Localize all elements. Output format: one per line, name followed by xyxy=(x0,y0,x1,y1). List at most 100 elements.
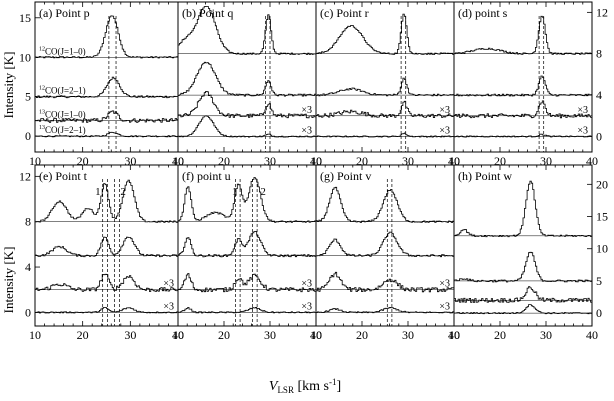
line-label: 12CO(J=1–0) xyxy=(39,46,86,56)
y-tick-label: 15 xyxy=(19,11,31,25)
x-tick-label: 10 xyxy=(172,328,184,342)
y-tick-label-right: 0 xyxy=(596,306,602,320)
scale-factor-label: ×3 xyxy=(301,105,312,116)
x-axis-title-close: ] xyxy=(336,379,341,394)
y-tick-label-right: 12 xyxy=(596,5,608,19)
component-label: 2 xyxy=(120,186,126,198)
spectrum-line xyxy=(454,286,593,303)
x-tick-label: 30 xyxy=(540,328,552,342)
scale-factor-label: ×3 xyxy=(163,279,174,290)
x-tick-label: 30 xyxy=(124,328,136,342)
component-label: 2 xyxy=(260,186,266,198)
panel-frame xyxy=(453,1,593,153)
spectrum-line xyxy=(454,180,593,238)
spectrum-line xyxy=(178,115,317,138)
panel-label: (d) point s xyxy=(458,6,508,20)
spectrum-line xyxy=(178,177,317,223)
spectrum-line xyxy=(178,231,317,258)
y-tick-label: 10 xyxy=(19,50,31,64)
panel-7: 10 20 30 40 0 5 10 15 20 (h) Point w xyxy=(448,164,608,342)
spectrum-line xyxy=(35,110,179,123)
spectrum-line xyxy=(35,179,179,223)
spectrum-line xyxy=(35,273,179,292)
x-tick-label: 20 xyxy=(356,328,368,342)
y-tick-label: 12 xyxy=(19,169,31,183)
x-tick-label: 40 xyxy=(310,328,322,342)
spectrum-line xyxy=(35,236,179,258)
x-tick-label: 10 xyxy=(310,328,322,342)
y-tick-label-right: 10 xyxy=(596,242,608,256)
panel-label: (f) point u xyxy=(182,169,231,183)
line-label: 12CO(J=2–1) xyxy=(39,86,86,96)
spectrum-line xyxy=(454,304,593,315)
component-label: 1 xyxy=(232,186,238,198)
x-tick-label: 30 xyxy=(402,328,414,342)
line-label: 13CO(J=1–0) xyxy=(39,109,86,119)
panel-frame xyxy=(177,164,317,327)
isotope-label: 12 xyxy=(39,46,45,52)
spectrum-line xyxy=(35,307,179,314)
x-tick-label: 40 xyxy=(586,328,598,342)
panel-frame xyxy=(453,164,593,327)
line-label: 13CO(J=2–1) xyxy=(39,125,86,135)
x-tick-label: 40 xyxy=(448,328,460,342)
scale-factor-label: ×3 xyxy=(163,301,174,312)
x-axis-title: VLSR [km s-1] xyxy=(269,377,341,395)
spectrum-line xyxy=(178,6,317,55)
transition-label: CO(J=2–1) xyxy=(45,86,86,96)
x-tick-label: 20 xyxy=(494,328,506,342)
panel-2: 10 20 30 40(c) Point r×3×3 xyxy=(310,1,460,168)
scale-factor-label: ×3 xyxy=(301,301,312,312)
spectrum-line xyxy=(35,76,179,99)
x-tick-label: 30 xyxy=(264,328,276,342)
y-tick-label-right: 4 xyxy=(596,88,602,102)
spectrum-line xyxy=(454,15,593,55)
isotope-label: 12 xyxy=(39,86,45,92)
transition-label: CO(J=1–0) xyxy=(45,46,86,56)
panel-5: 10 20 30 40 (f) point u1 2 ×3 ×3 xyxy=(172,164,322,342)
panel-label: (c) Point r xyxy=(320,6,369,20)
isotope-label: 13 xyxy=(39,125,45,131)
spectrum-line xyxy=(454,251,593,283)
x-tick-label: 20 xyxy=(77,328,89,342)
spectrum-line xyxy=(35,15,179,59)
spectrum-line xyxy=(316,271,455,293)
spectrum-line xyxy=(178,273,317,293)
panel-label: (h) Point w xyxy=(458,169,512,183)
y-tick-label: 5 xyxy=(25,90,31,104)
y-axis-title-top: Intensity [K] xyxy=(1,52,16,119)
y-tick-label: 8 xyxy=(25,215,31,229)
y-tick-label: 0 xyxy=(25,305,31,319)
spectrum-line xyxy=(316,307,455,314)
spectrum-line xyxy=(454,133,593,138)
y-axis-title-bottom: Intensity [K] xyxy=(1,247,16,314)
panel-6: 10 20 30 40 (g) Point v ×3 ×3 xyxy=(310,164,460,342)
panel-frame xyxy=(177,1,317,153)
y-tick-label: 4 xyxy=(25,260,31,274)
x-axis-title-exp: -1 xyxy=(329,377,337,387)
y-tick-label: 0 xyxy=(25,129,31,143)
y-tick-label-right: 20 xyxy=(596,177,608,191)
x-tick-label: 10 xyxy=(448,328,460,342)
scale-factor-label: ×3 xyxy=(439,125,450,136)
x-axis-title-unit: [km s xyxy=(294,379,329,394)
x-tick-label: 20 xyxy=(218,328,230,342)
scale-factor-label: ×3 xyxy=(439,279,450,290)
scale-factor-label: ×3 xyxy=(577,105,588,116)
spectrum-line xyxy=(316,132,455,138)
component-label: 1 xyxy=(95,186,101,198)
scale-factor-label: ×3 xyxy=(301,279,312,290)
y-tick-label-right: 8 xyxy=(596,47,602,61)
panel-label: (g) Point v xyxy=(320,169,371,183)
scale-factor-label: ×3 xyxy=(439,301,450,312)
spectrum-line xyxy=(178,91,317,119)
panel-label: (b) Point q xyxy=(182,6,233,20)
spectrum-line xyxy=(35,131,179,138)
panel-1: 10 20 30 40(b) Point q×3×3 xyxy=(172,1,322,168)
spectrum-line xyxy=(316,186,455,223)
